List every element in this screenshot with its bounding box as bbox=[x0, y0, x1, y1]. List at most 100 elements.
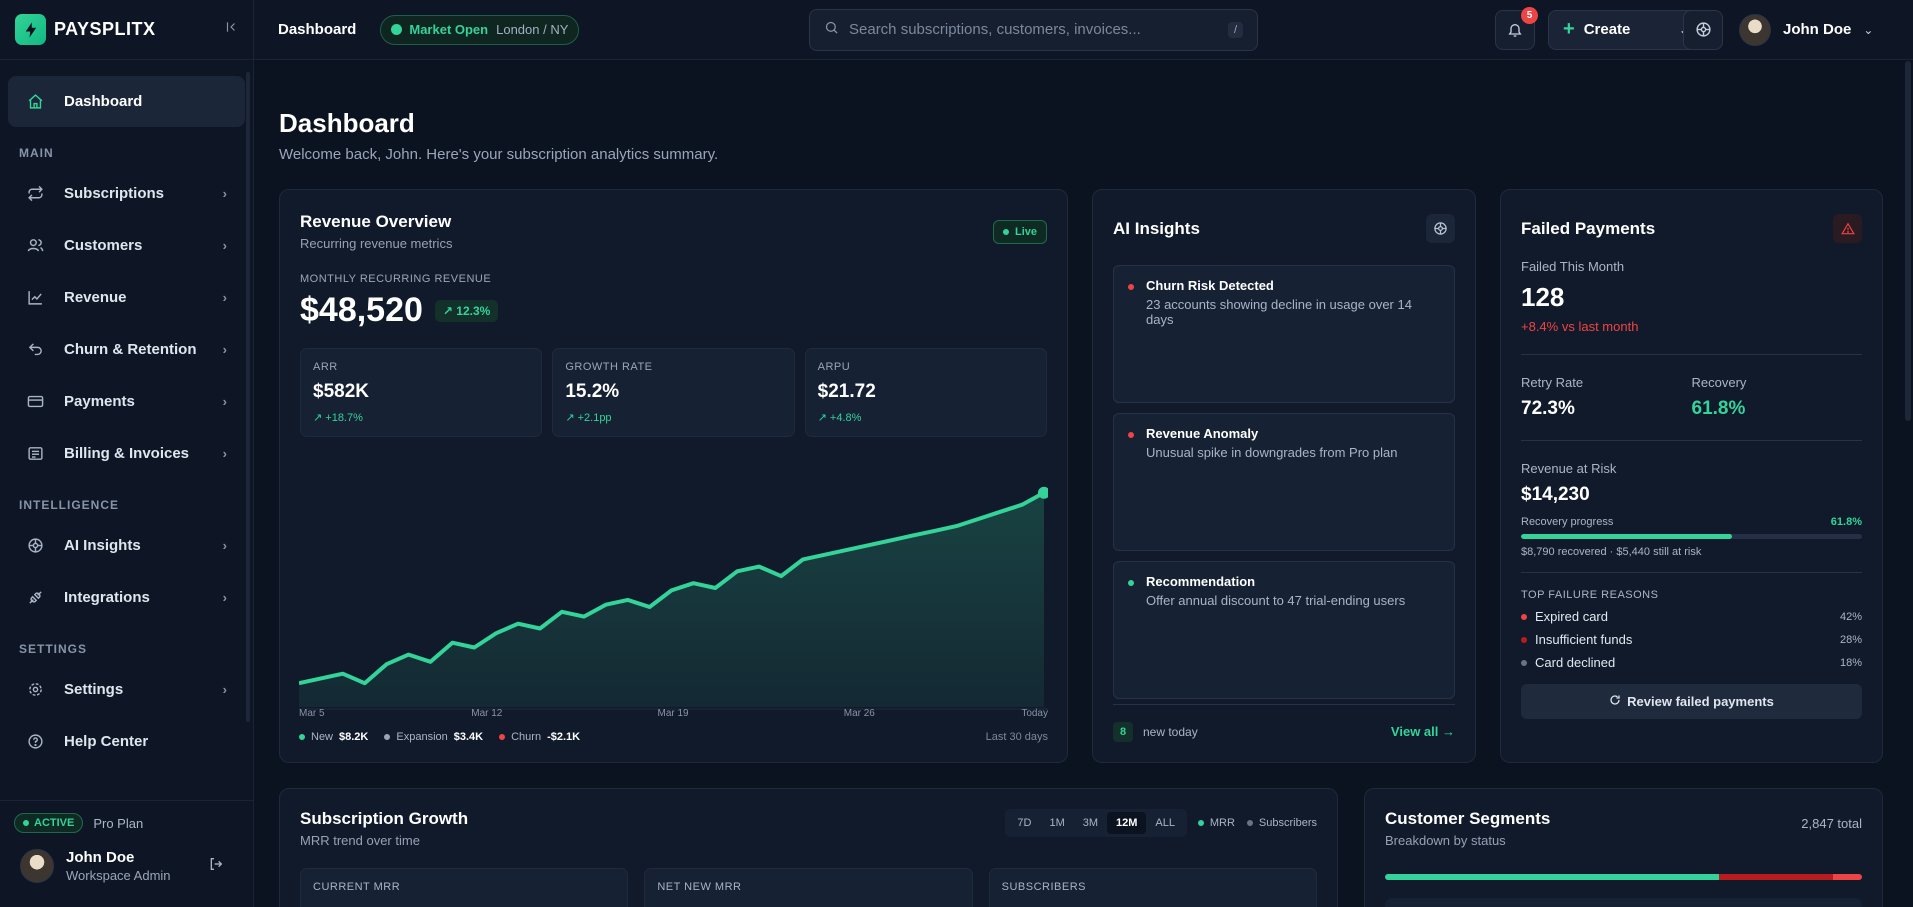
main-scrollbar[interactable] bbox=[1905, 61, 1911, 421]
chevron-down-icon: ⌄ bbox=[1863, 22, 1874, 37]
plus-icon: + bbox=[1563, 18, 1575, 40]
notification-badge: 5 bbox=[1521, 6, 1538, 24]
range-all[interactable]: ALL bbox=[1155, 817, 1175, 829]
stat-growth-rate: GROWTH RATE 15.2% ↗ +2.1pp bbox=[552, 348, 795, 437]
notifications-button[interactable]: 5 bbox=[1495, 6, 1538, 50]
card-header: AI Insights bbox=[1113, 214, 1455, 243]
ai-assistant-button[interactable] bbox=[1683, 9, 1723, 50]
new-count-badge: 8 bbox=[1113, 721, 1133, 742]
growth-stats: CURRENT MRR NET NEW MRR SUBSCRIBERS bbox=[300, 868, 1317, 907]
logout-icon[interactable] bbox=[208, 856, 224, 877]
market-location: London / NY bbox=[496, 22, 569, 37]
recovery-progress-bar bbox=[1521, 534, 1862, 539]
sidebar-item-ai-insights[interactable]: AI Insights › bbox=[8, 520, 245, 571]
segments-total: 2,847 total bbox=[1801, 816, 1862, 831]
topbar: Dashboard Market Open London / NY / 5 + … bbox=[254, 0, 1913, 60]
divider bbox=[1521, 354, 1862, 355]
brain-icon bbox=[1695, 22, 1711, 37]
card-subtitle: Breakdown by status bbox=[1385, 833, 1506, 848]
failed-value: 128 bbox=[1521, 282, 1565, 312]
sidebar-scrollbar[interactable] bbox=[246, 72, 250, 722]
status-dot bbox=[1128, 580, 1134, 586]
sidebar-item-label: Subscriptions bbox=[64, 185, 165, 202]
users-icon bbox=[26, 237, 44, 255]
main-content: Dashboard Welcome back, John. Here's you… bbox=[254, 61, 1913, 907]
insight-item[interactable]: Revenue Anomaly Unusual spike in downgrad… bbox=[1113, 413, 1455, 551]
segment-active bbox=[1385, 874, 1719, 880]
plan-name: Pro Plan bbox=[93, 815, 144, 831]
page-subtitle: Welcome back, John. Here's your subscrip… bbox=[279, 146, 719, 163]
sidebar-item-settings[interactable]: Settings › bbox=[8, 664, 245, 715]
insight-title: Churn Risk Detected bbox=[1146, 278, 1274, 293]
sidebar-item-billing-invoices[interactable]: Billing & Invoices › bbox=[8, 428, 245, 479]
chevron-right-icon: › bbox=[222, 590, 227, 605]
sidebar-item-label: Churn & Retention bbox=[64, 341, 197, 358]
progress-label: Recovery progress bbox=[1521, 516, 1614, 528]
segment-churned bbox=[1833, 874, 1862, 880]
divider bbox=[1521, 440, 1862, 441]
segment-detail bbox=[1385, 898, 1862, 907]
view-all-link[interactable]: View all → bbox=[1390, 724, 1455, 739]
legend-item-mrr: MRR bbox=[1197, 817, 1235, 829]
brain-icon[interactable] bbox=[1426, 214, 1455, 243]
new-today-label: new today bbox=[1143, 724, 1198, 739]
insights-footer: 8 new today View all → bbox=[1113, 704, 1455, 742]
sidebar-item-integrations[interactable]: Integrations › bbox=[8, 572, 245, 623]
progress-note: $8,790 recovered · $5,440 still at risk bbox=[1521, 546, 1702, 558]
plan-row: ACTIVE Pro Plan bbox=[14, 813, 240, 833]
chart-line-icon bbox=[26, 289, 44, 307]
sidebar-item-payments[interactable]: Payments › bbox=[8, 376, 245, 427]
sidebar-item-revenue[interactable]: Revenue › bbox=[8, 272, 245, 323]
sidebar: PAYSPLITX Dashboard MAIN Subscriptions ›… bbox=[0, 0, 254, 907]
chevron-right-icon: › bbox=[222, 538, 227, 553]
card-subtitle: MRR trend over time bbox=[300, 833, 420, 848]
user-menu[interactable]: John Doe ⌄ bbox=[1739, 13, 1874, 46]
growth-legend: MRR Subscribers bbox=[1186, 817, 1317, 829]
collapse-sidebar-icon[interactable] bbox=[224, 20, 238, 39]
range-3m[interactable]: 3M bbox=[1082, 817, 1099, 829]
gear-icon bbox=[26, 681, 44, 699]
sidebar-item-customers[interactable]: Customers › bbox=[8, 220, 245, 271]
reasons-label: TOP FAILURE REASONS bbox=[1521, 589, 1659, 601]
sidebar-item-help-center[interactable]: Help Center bbox=[8, 716, 245, 767]
range-1m[interactable]: 1M bbox=[1049, 817, 1065, 829]
legend-item-subscribers: Subscribers bbox=[1246, 817, 1317, 829]
card-title: Failed Payments bbox=[1521, 218, 1656, 238]
plug-icon bbox=[26, 589, 44, 607]
stat-value: $21.72 bbox=[817, 381, 876, 402]
home-icon bbox=[26, 93, 44, 111]
chevron-right-icon: › bbox=[222, 682, 227, 697]
range-7d[interactable]: 7D bbox=[1017, 817, 1032, 829]
stat-label: ARR bbox=[313, 361, 338, 373]
progress-pct: 61.8% bbox=[1830, 516, 1862, 528]
sidebar-item-subscriptions[interactable]: Subscriptions › bbox=[8, 168, 245, 219]
retry-label: Retry Rate bbox=[1521, 375, 1584, 390]
insight-item[interactable]: Churn Risk Detected 23 accounts showing d… bbox=[1113, 265, 1455, 403]
insight-text: Offer annual discount to 47 trial-ending… bbox=[1146, 593, 1406, 608]
create-button[interactable]: + Create ⌄ bbox=[1548, 9, 1704, 50]
market-status-pill: Market Open London / NY bbox=[380, 14, 580, 45]
insight-item[interactable]: Recommendation Offer annual discount to 4… bbox=[1113, 561, 1455, 699]
sidebar-item-churn-retention[interactable]: Churn & Retention › bbox=[8, 324, 245, 375]
sidebar-item-dashboard[interactable]: Dashboard bbox=[8, 76, 245, 127]
user-name: John Doe bbox=[66, 849, 135, 866]
stat-current-mrr: CURRENT MRR bbox=[300, 868, 629, 907]
sidebar-item-label: Payments bbox=[64, 393, 135, 410]
status-dot bbox=[1128, 284, 1134, 290]
search-bar[interactable]: / bbox=[809, 8, 1258, 51]
sidebar-item-label: AI Insights bbox=[64, 537, 141, 554]
reason-item: Card declined 18% bbox=[1521, 655, 1862, 670]
range-12m[interactable]: 12M bbox=[1107, 812, 1147, 834]
warning-icon[interactable] bbox=[1833, 214, 1862, 243]
insight-text: 23 accounts showing decline in usage ove… bbox=[1146, 297, 1412, 327]
stat-arpu: ARPU $21.72 ↗ +4.8% bbox=[804, 348, 1047, 437]
customer-segments-card: Customer Segments Breakdown by status 2,… bbox=[1364, 788, 1883, 907]
search-input[interactable] bbox=[849, 21, 1209, 38]
search-shortcut: / bbox=[1227, 21, 1243, 38]
sidebar-user[interactable]: John Doe Workspace Admin bbox=[14, 849, 240, 883]
review-failed-payments-button[interactable]: Review failed payments bbox=[1521, 684, 1862, 719]
revenue-area-chart bbox=[299, 486, 1048, 710]
failed-label: Failed This Month bbox=[1521, 259, 1625, 274]
reason-item: Insufficient funds 28% bbox=[1521, 632, 1862, 647]
